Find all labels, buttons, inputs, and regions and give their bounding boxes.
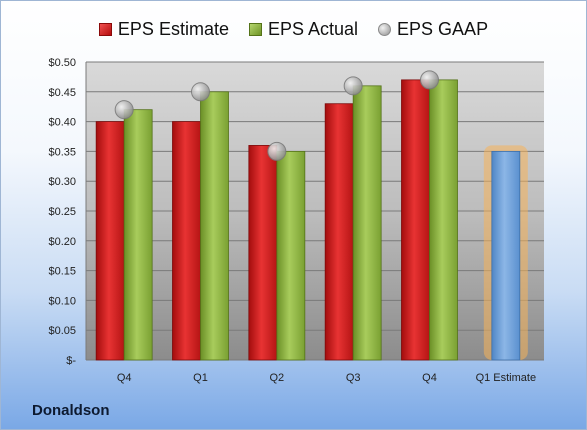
y-tick-label: $0.10 [48,295,76,307]
estimate-bar [248,145,278,361]
y-tick-label: $0.40 [48,117,76,129]
y-tick-label: $0.35 [48,146,76,158]
legend-label-estimate: EPS Estimate [117,18,229,39]
actual-bar [200,91,229,361]
gaap-marker [114,100,134,120]
y-tick-label: $0.20 [48,236,76,248]
y-tick-label: $0.50 [48,57,76,69]
x-tick-label: Q4 [117,372,132,384]
estimate-bar [324,103,354,361]
legend-item-gaap: EPS GAAP [378,19,488,40]
estimate-bar [95,121,125,361]
x-axis: Q4 Q1 Q2 Q3 Q4 Q1 Estimate [117,372,536,384]
forecast-bar [491,150,521,361]
y-tick-label: $- [66,355,76,367]
estimate-bar [172,121,201,361]
legend-label-gaap: EPS GAAP [397,18,489,39]
actual-bar [352,85,382,361]
bars [95,79,528,361]
actual-bar [123,109,153,361]
legend-swatch-actual [248,22,262,36]
y-tick-label: $0.30 [48,176,76,188]
x-tick-label: Q1 [193,372,208,384]
gaap-marker [191,82,210,102]
legend-swatch-gaap [378,22,392,36]
actual-bar [276,150,306,361]
gaap-marker [420,70,439,90]
estimate-bar [401,79,430,361]
x-tick-label: Q4 [422,372,437,384]
gaap-markers [114,70,439,161]
legend-item-actual: EPS Actual [248,18,359,40]
legend-item-estimate: EPS Estimate [98,18,229,40]
y-tick-label: $0.45 [48,87,76,99]
gridlines [85,61,544,361]
y-tick-label: $0.25 [48,206,76,218]
y-axis: $- $0.05 $0.10 $0.15 $0.20 $0.25 $0.30 $0.35 $0.… [48,57,76,367]
x-tick-label: Q2 [269,372,284,384]
x-tick-label: Q3 [346,372,361,384]
legend-label-actual: EPS Actual [267,18,359,39]
legend: EPS Estimate EPS Actual EPS GAAP [0,14,587,44]
legend-swatch-estimate [98,22,112,36]
gaap-marker [343,76,363,96]
company-name: Donaldson [32,402,110,419]
y-tick-label: $0.15 [48,266,76,278]
actual-bar [429,79,458,361]
x-tick-label: Q1 Estimate [476,372,537,384]
gaap-marker [267,141,287,161]
y-tick-label: $0.05 [48,325,76,337]
